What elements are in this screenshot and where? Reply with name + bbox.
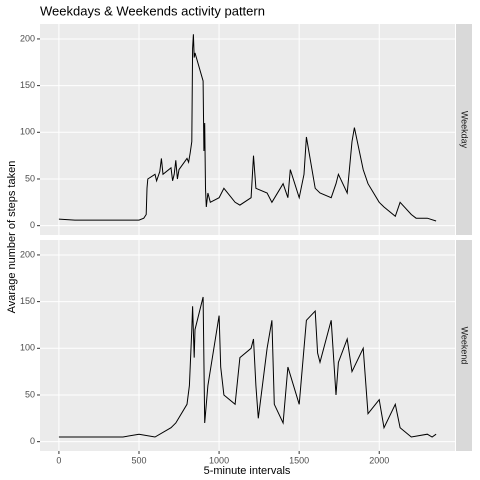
x-tick-label: 2000 [369,455,389,465]
data-line [58,34,437,222]
y-tick-label: 150 [20,80,35,90]
y-tick-label: 50 [25,389,35,399]
x-axis-label: 5-minute intervals [204,465,291,477]
x-tick-label: 1000 [209,455,229,465]
y-tick-label: 100 [20,343,35,353]
chart-title: Weekdays & Weekends activity pattern [40,3,265,18]
y-axis-label: Avarage number of steps taken [6,161,18,314]
facet-strip [456,24,472,235]
x-tick-label: 0 [56,455,61,465]
y-tick-label: 50 [25,173,35,183]
y-tick-label: 0 [30,436,35,446]
facet-label: Weekday [460,111,470,149]
y-tick-label: 150 [20,296,35,306]
y-tick-label: 200 [20,249,35,259]
facet-label: Weekend [460,327,470,365]
panel-background [40,240,455,451]
x-tick-label: 1500 [289,455,309,465]
facet-strip [456,240,472,451]
y-tick-label: 0 [30,220,35,230]
y-tick-label: 100 [20,127,35,137]
y-tick-label: 200 [20,33,35,43]
x-tick-label: 500 [131,455,146,465]
panel-background [40,24,455,235]
data-line [58,296,437,438]
